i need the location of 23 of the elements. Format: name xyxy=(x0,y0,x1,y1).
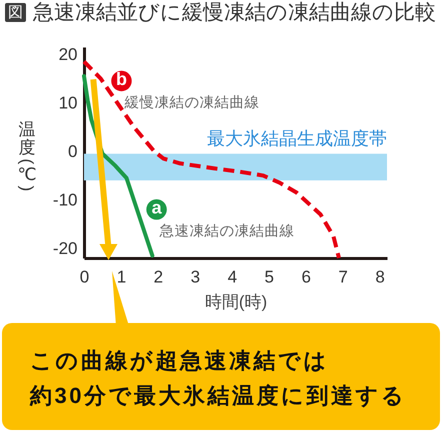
x-tick-label: 1 xyxy=(116,268,126,286)
band-label: 最大氷結晶生成温度帯 xyxy=(207,128,387,149)
x-tick-label: 3 xyxy=(190,268,200,286)
y-tick-label: 0 xyxy=(68,142,78,161)
x-tick-label: 8 xyxy=(375,268,385,286)
legend-label: 急速凍結の凍結曲線 xyxy=(158,222,295,240)
x-axis-title: 時間(時) xyxy=(204,292,268,312)
legend-label: 緩慢凍結の凍結曲線 xyxy=(123,94,260,111)
annotation: b xyxy=(116,68,127,89)
x-tick-label: 5 xyxy=(264,268,274,286)
chart-title: 図 急速凍結並びに緩慢凍結の凍結曲線の比較 xyxy=(7,1,436,25)
annotation: a xyxy=(152,197,163,218)
y-tick-label: -20 xyxy=(52,238,78,258)
x-tick-label: 2 xyxy=(154,268,164,286)
y-tick-label: 10 xyxy=(58,93,78,112)
y-tick-label: -10 xyxy=(52,190,78,210)
y-tick-label: 20 xyxy=(58,44,78,64)
x-tick-label: 0 xyxy=(80,268,90,286)
y-axis-title: 温度(℃) xyxy=(17,120,37,194)
x-tick-label: 7 xyxy=(338,268,348,286)
x-tick-label: 4 xyxy=(228,268,238,286)
text: この曲線が超急速凍結では約30分で最大氷結温度に到達する xyxy=(30,347,408,410)
x-tick-label: 6 xyxy=(301,268,311,286)
